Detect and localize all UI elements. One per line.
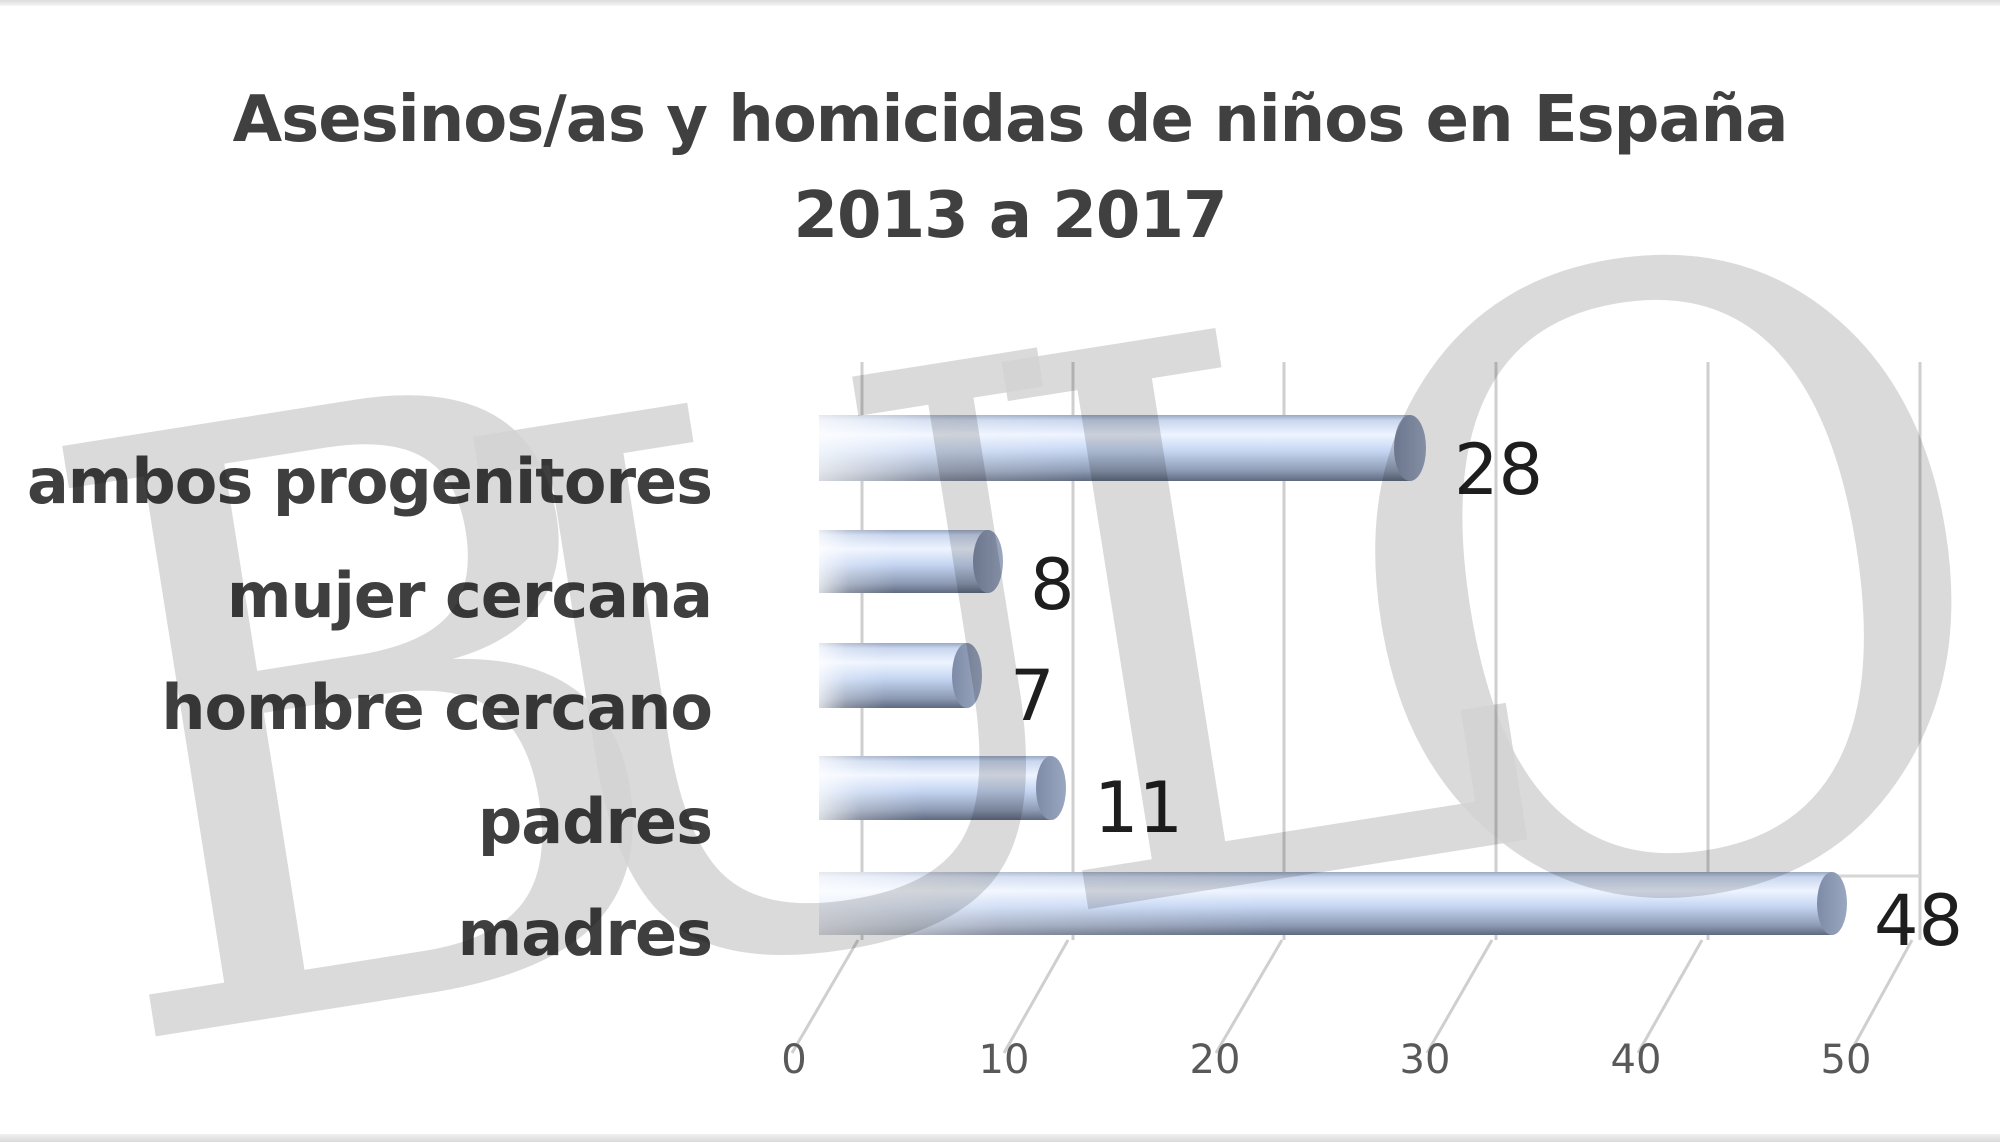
bar-hombre-cercano xyxy=(819,643,982,708)
value-label-hombre-cercano: 7 xyxy=(1010,655,1055,737)
x-tick-40: 40 xyxy=(1610,1037,1662,1083)
category-label-hombre-cercano: hombre cercano xyxy=(161,671,713,744)
bar-mujer-cercana xyxy=(819,530,1003,593)
bar-padres xyxy=(819,756,1066,820)
x-tick-20: 20 xyxy=(1189,1037,1241,1083)
bottom-border xyxy=(0,1134,2000,1142)
value-label-padres: 11 xyxy=(1094,767,1184,849)
bar-ambos-progenitores xyxy=(819,415,1426,481)
x-tick-50: 50 xyxy=(1820,1037,1872,1083)
category-label-ambos-progenitores: ambos progenitores xyxy=(26,445,713,518)
category-label-padres: padres xyxy=(477,785,713,858)
x-tick-0: 0 xyxy=(781,1037,807,1083)
category-label-madres: madres xyxy=(457,897,713,970)
floor-line-10 xyxy=(1002,939,1070,1054)
floor-line-20 xyxy=(1214,939,1284,1054)
floor-line-50 xyxy=(1848,939,1914,1054)
top-border xyxy=(0,0,2000,6)
value-label-madres: 48 xyxy=(1874,880,1964,962)
category-label-mujer-cercana: mujer cercana xyxy=(226,559,713,632)
floor-line-30 xyxy=(1425,939,1494,1054)
chart-subtitle: 2013 a 2017 xyxy=(793,179,1228,253)
x-tick-10: 10 xyxy=(978,1037,1030,1083)
x-tick-30: 30 xyxy=(1399,1037,1451,1083)
chart-title: Asesinos/as y homicidas de niños en Espa… xyxy=(232,83,1789,157)
value-label-ambos-progenitores: 28 xyxy=(1454,429,1544,511)
bar-madres xyxy=(819,872,1847,935)
floor-line-40 xyxy=(1636,939,1704,1054)
value-label-mujer-cercana: 8 xyxy=(1030,544,1075,626)
bars xyxy=(819,415,1847,935)
floor-line-0 xyxy=(790,939,860,1054)
